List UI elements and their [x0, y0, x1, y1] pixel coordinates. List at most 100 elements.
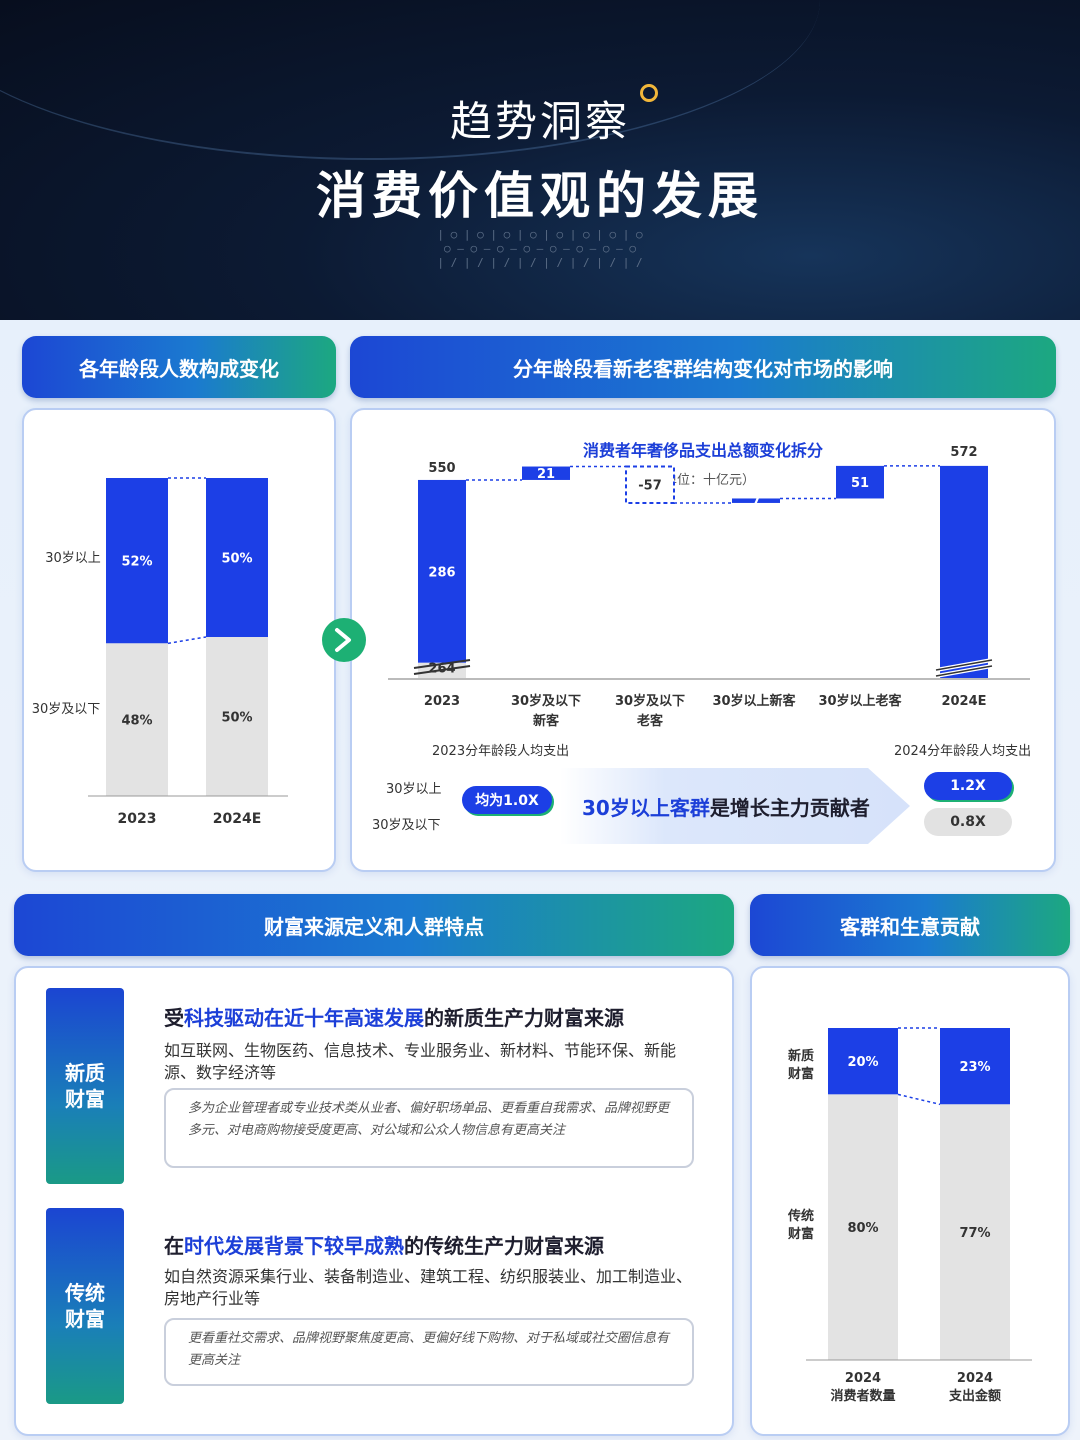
connector-split: [897, 1093, 941, 1106]
label-2024E-total: 572: [950, 445, 977, 460]
new-wealth-title: 受科技驱动在近十年高速发展的新质生产力财富来源: [164, 1002, 624, 1031]
xtick-waterfall-4-0: 30岁以上老客: [818, 693, 902, 709]
series-label-over30: 30岁以上: [45, 551, 101, 566]
bar-step-3: [836, 465, 884, 499]
label-traditional-wealth-1: 77%: [959, 1226, 990, 1241]
banner-rest: 是增长主力贡献者: [709, 796, 870, 820]
banner-highlight: 30岁以上客群: [582, 796, 710, 820]
label-over30-2024E: 50%: [221, 552, 252, 567]
label-step-1: -57: [638, 479, 662, 494]
xtick-2023: 2023: [118, 811, 157, 827]
traditional-wealth-description: 如自然资源采集行业、装备制造业、建筑工程、纺织服装业、加工制造业、房地产行业等: [164, 1267, 693, 1308]
label-under30-2023: 48%: [121, 714, 152, 729]
card-contribution: [750, 966, 1070, 1436]
bar-new-wealth-0: [828, 1028, 898, 1095]
caption-2023-spend: 2023分年龄段人均支出: [432, 744, 570, 759]
xtick-wealth-0-1: 消费者数量: [830, 1388, 895, 1404]
tag-traditional-wealth: 传统 财富: [46, 1208, 124, 1404]
xtick-waterfall-2-0: 30岁及以下: [615, 693, 685, 709]
label-step-0: 21: [537, 467, 555, 482]
connector-split: [167, 636, 207, 645]
row-label-under30: 30岁及以下: [372, 818, 441, 833]
label-over30-2023: 52%: [121, 555, 152, 570]
label-new-wealth-0: 20%: [847, 1055, 878, 1070]
bar-over30-2024E: [206, 478, 268, 637]
xtick-waterfall-1-0: 30岁及以下: [511, 693, 581, 709]
bar-step-2: [732, 498, 780, 503]
bar-over30-2023: [106, 478, 168, 644]
growth-banner: [560, 768, 910, 844]
label-step-2: 7: [751, 495, 760, 510]
bar-step-1: [625, 465, 675, 504]
circuit-decoration: | ○ | ○ | ○ | ○ | ○ | ○ | ○ | ○ ○ — ○ — …: [437, 228, 643, 269]
xtick-waterfall-2-1: 老客: [636, 713, 664, 729]
growth-banner-text: 30岁以上客群是增长主力贡献者: [582, 792, 870, 821]
header-wealth-source: 财富来源定义和人群特点: [14, 894, 734, 956]
label-new-wealth-1: 23%: [959, 1060, 990, 1075]
xtick-wealth-1-1: 支出金额: [948, 1388, 1001, 1404]
waterfall-title: 消费者年奢侈品支出总额变化拆分: [583, 441, 823, 460]
header-contribution: 客群和生意贡献: [750, 894, 1070, 956]
bar-under30-2023: [106, 643, 168, 796]
traditional-wealth-title: 在时代发展背景下较早成熟的传统生产力财富来源: [164, 1230, 604, 1259]
xtick-waterfall-0-0: 2023: [424, 694, 460, 709]
label-2023-total: 550: [428, 461, 455, 476]
pill-2024-under30: 0.8X: [924, 808, 1012, 836]
traditional-wealth-title-pre: 在: [164, 1234, 184, 1258]
traditional-wealth-title-post: 的传统生产力财富来源: [404, 1234, 604, 1258]
tag-new-wealth-line2: 财富: [65, 1087, 105, 1111]
card-age-composition: [22, 408, 336, 872]
tag-traditional-wealth-line1: 传统: [65, 1281, 105, 1305]
hero-subtitle: 消费价值观的发展: [316, 167, 764, 225]
bar-traditional-wealth-0: [828, 1094, 898, 1360]
bar-traditional-wealth-1: [940, 1104, 1010, 1360]
series-label-traditional-wealth-1: 财富: [788, 1226, 814, 1242]
traditional-wealth-title-highlight: 时代发展背景下较早成熟: [184, 1234, 404, 1258]
hero-title: 趋势洞察: [449, 97, 630, 146]
caption-2024-spend: 2024分年龄段人均支出: [894, 744, 1032, 759]
chevron-right-icon: [335, 628, 351, 652]
label-step-3: 51: [851, 476, 869, 491]
series-label-new-wealth-1: 财富: [788, 1066, 814, 1082]
header-market-impact: 分年龄段看新老客群结构变化对市场的影响: [350, 336, 1056, 398]
pill-2024-over30: 1.2X: [924, 772, 1012, 800]
hero-banner: 趋势洞察 消费价值观的发展 | ○ | ○ | ○ | ○ | ○ | ○ | …: [0, 0, 1080, 320]
traditional-wealth-note: 更看重社交需求、品牌视野聚焦度更高、更偏好线下购物、对于私域或社交圈信息有更高关…: [164, 1318, 694, 1386]
xtick-waterfall-1-1: 新客: [533, 713, 560, 729]
tag-new-wealth: 新质 财富: [46, 988, 124, 1184]
xtick-waterfall-5-0: 2024E: [941, 694, 986, 709]
series-label-traditional-wealth-0: 传统: [787, 1208, 814, 1224]
ring-icon: [640, 84, 658, 102]
bar-2024E-total: [940, 465, 988, 678]
series-label-under30: 30岁及以下: [32, 702, 101, 717]
xtick-wealth-0-0: 2024: [845, 1371, 881, 1386]
bar-under30-2024E: [206, 637, 268, 796]
xtick-waterfall-3-0: 30岁以上新客: [712, 693, 796, 709]
waterfall-subtitle: （单位：十亿元）: [651, 473, 755, 488]
axis-break-2023: [413, 659, 471, 675]
header-age-composition: 各年龄段人数构成变化: [22, 336, 336, 398]
label-traditional-wealth-0: 80%: [847, 1221, 878, 1236]
tag-new-wealth-line1: 新质: [65, 1061, 105, 1085]
new-wealth-title-pre: 受: [164, 1006, 184, 1030]
series-label-new-wealth-0: 新质: [788, 1048, 814, 1064]
xtick-wealth-1-0: 2024: [957, 1371, 993, 1386]
label-under30-2024E: 50%: [221, 711, 252, 726]
tag-traditional-wealth-line2: 财富: [65, 1307, 105, 1331]
bar-step-0: [522, 466, 570, 480]
new-wealth-description: 如互联网、生物医药、信息技术、专业服务业、新材料、节能环保、新能源、数字经济等: [164, 1041, 677, 1082]
bar-2023-over30: [418, 479, 466, 663]
new-wealth-title-highlight: 科技驱动在近十年高速发展: [184, 1006, 424, 1030]
row-label-over30: 30岁以上: [386, 782, 442, 797]
card-wealth-source: [14, 966, 734, 1436]
new-wealth-note: 多为企业管理者或专业技术类从业者、偏好职场单品、更看重自我需求、品牌视野更多元、…: [164, 1088, 694, 1168]
label-2023-over30: 286: [428, 565, 455, 580]
new-wealth-title-post: 的新质生产力财富来源: [424, 1006, 624, 1030]
bar-new-wealth-1: [940, 1028, 1010, 1105]
hero-arc-decoration: [0, 0, 820, 160]
pill-2023-ratio: 均为1.0X: [462, 786, 552, 814]
arrow-circle: [322, 618, 366, 662]
axis-break-2024E: [935, 659, 993, 677]
xtick-2024E: 2024E: [213, 811, 262, 827]
